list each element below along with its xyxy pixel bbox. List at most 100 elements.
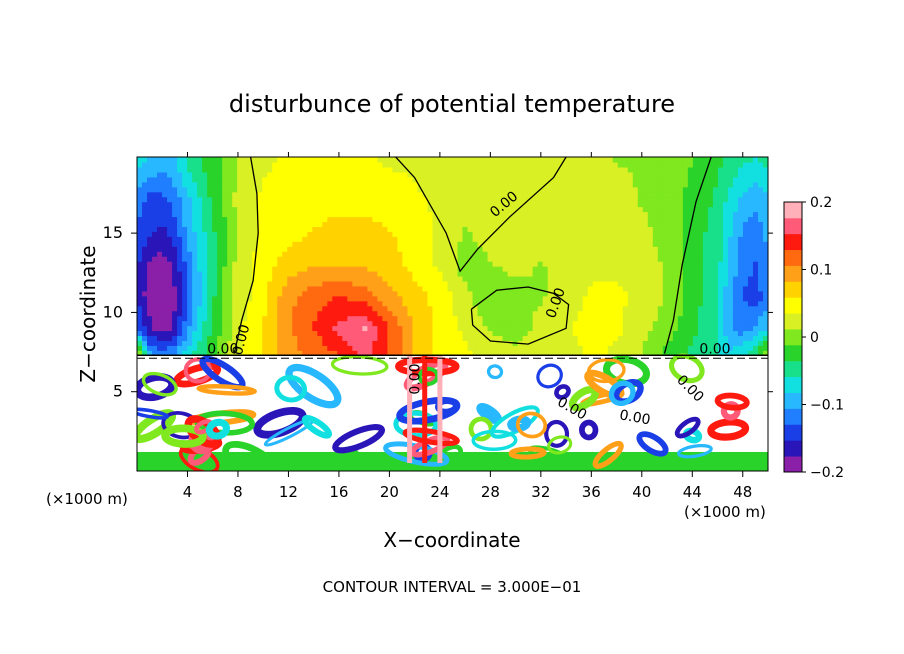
field-cell xyxy=(732,315,739,322)
field-cell xyxy=(752,196,759,203)
field-cell xyxy=(207,280,213,287)
field-cell xyxy=(757,310,764,317)
field-cell xyxy=(512,161,519,168)
field-cell xyxy=(652,221,659,227)
field-cell xyxy=(217,191,223,198)
field-cell xyxy=(697,270,704,277)
field-cell xyxy=(362,261,368,267)
field-cell xyxy=(387,270,394,277)
field-cell xyxy=(757,181,764,188)
field-cell xyxy=(192,236,198,242)
field-cell xyxy=(237,236,243,242)
field-cell xyxy=(482,157,489,163)
field-cell xyxy=(762,335,768,341)
field-cell xyxy=(422,280,429,287)
field-cell xyxy=(252,340,258,346)
field-cell xyxy=(427,290,434,297)
field-cell xyxy=(477,295,484,302)
field-cell xyxy=(402,216,409,223)
field-cell xyxy=(532,340,539,346)
field-cell xyxy=(512,345,519,351)
field-cell xyxy=(212,161,218,168)
field-cell xyxy=(707,350,714,356)
field-cell xyxy=(232,201,238,208)
field-cell xyxy=(537,285,544,292)
field-cell xyxy=(712,186,719,193)
field-cell xyxy=(167,211,173,218)
field-cell xyxy=(702,266,709,272)
field-cell xyxy=(517,166,524,173)
field-cell xyxy=(342,157,348,163)
field-cell xyxy=(557,231,564,237)
field-cell xyxy=(557,330,564,337)
field-cell xyxy=(262,231,268,237)
field-cell xyxy=(192,350,198,356)
field-cell xyxy=(337,196,343,203)
field-cell xyxy=(427,231,434,237)
field-cell xyxy=(602,176,609,183)
field-cell xyxy=(392,196,399,203)
field-cell xyxy=(682,310,689,317)
field-cell xyxy=(717,176,724,183)
field-cell xyxy=(317,290,323,297)
field-cell xyxy=(562,330,569,337)
field-cell xyxy=(297,305,303,312)
field-cell xyxy=(652,186,659,193)
field-cell xyxy=(367,335,373,341)
field-cell xyxy=(752,176,759,183)
field-cell xyxy=(637,285,644,292)
field-cell xyxy=(652,310,659,317)
field-cell xyxy=(597,246,604,252)
field-cell xyxy=(642,186,649,193)
field-cell xyxy=(217,285,223,292)
field-cell xyxy=(447,285,454,292)
field-cell xyxy=(277,201,283,208)
field-cell xyxy=(677,251,684,257)
field-cell xyxy=(202,256,208,262)
field-cell xyxy=(457,330,464,337)
field-cell xyxy=(342,266,348,272)
field-cell xyxy=(392,211,399,218)
field-cell xyxy=(592,305,599,312)
field-cell xyxy=(137,280,143,287)
field-cell xyxy=(477,256,484,262)
field-cell xyxy=(232,320,238,327)
field-cell xyxy=(307,345,313,351)
field-cell xyxy=(627,176,634,183)
field-cell xyxy=(212,261,218,267)
field-cell xyxy=(217,290,223,297)
field-cell xyxy=(277,216,283,223)
field-cell xyxy=(702,290,709,297)
field-cell xyxy=(567,266,574,272)
field-cell xyxy=(727,350,734,356)
field-cell xyxy=(717,325,724,332)
field-cell xyxy=(732,285,739,292)
field-cell xyxy=(662,325,669,332)
field-cell xyxy=(247,315,253,322)
field-cell xyxy=(597,226,604,232)
field-cell xyxy=(517,335,524,341)
field-cell xyxy=(487,256,494,262)
field-cell xyxy=(137,350,143,356)
field-cell xyxy=(292,226,298,232)
field-cell xyxy=(717,285,724,292)
field-cell xyxy=(612,330,619,337)
field-cell xyxy=(297,315,303,322)
field-cell xyxy=(152,157,158,163)
field-cell xyxy=(417,196,424,203)
field-cell xyxy=(632,226,639,232)
field-cell xyxy=(287,345,293,351)
field-cell xyxy=(177,270,183,277)
field-cell xyxy=(212,201,218,208)
field-cell xyxy=(157,256,163,262)
field-cell xyxy=(467,305,474,312)
field-cell xyxy=(552,181,559,188)
field-cell xyxy=(317,340,323,346)
field-cell xyxy=(182,236,188,242)
field-cell xyxy=(522,176,529,183)
field-cell xyxy=(457,211,464,218)
field-cell xyxy=(522,241,529,247)
field-cell xyxy=(497,176,504,183)
field-cell xyxy=(562,350,569,356)
field-cell xyxy=(752,201,759,208)
